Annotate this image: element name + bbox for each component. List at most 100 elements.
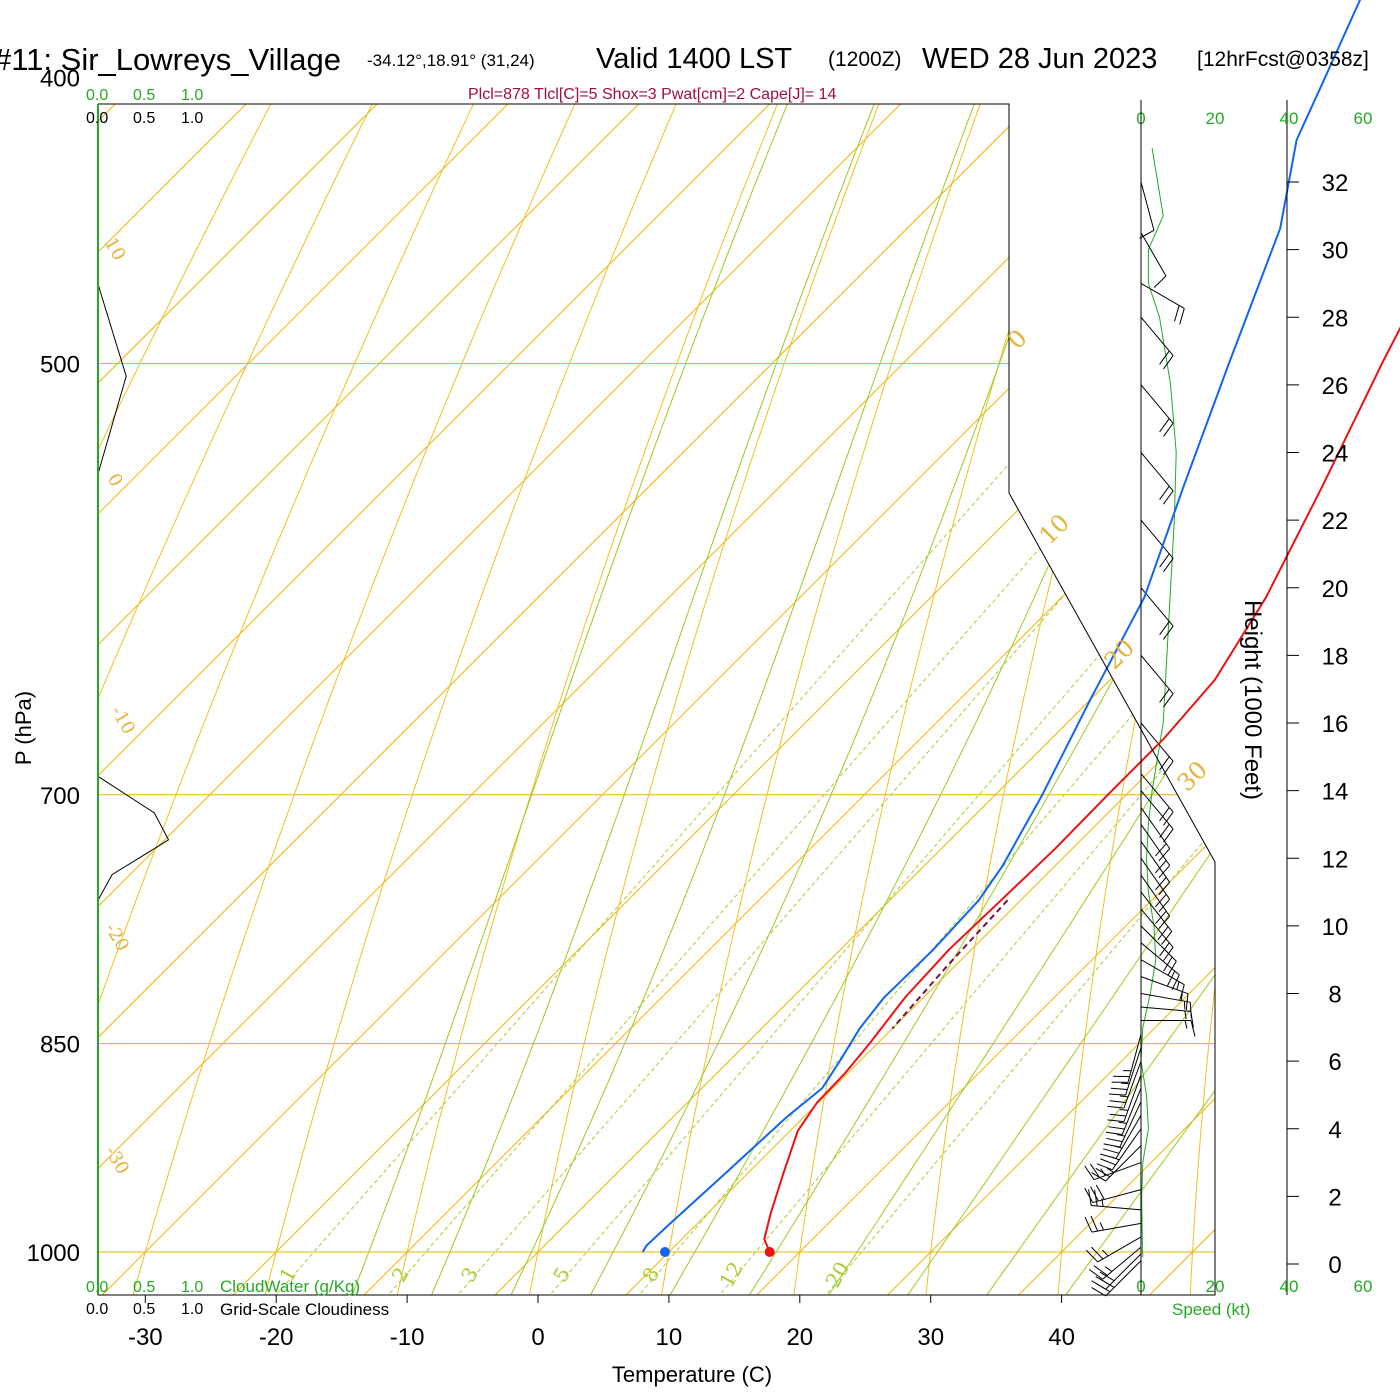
valid-time: Valid 1400 LST	[596, 43, 792, 75]
wind-barb-6	[1084, 1184, 1142, 1204]
mixing-ratio-8	[622, 104, 1215, 1295]
moist-adiabat--4	[422, 104, 1170, 1295]
barb-flag	[1179, 308, 1185, 325]
wind-barb-40	[1140, 283, 1185, 325]
isotherm--70	[98, 104, 1215, 1295]
wind-barb-36	[1140, 519, 1174, 573]
barb-staff	[1140, 959, 1185, 986]
barb-staff	[1140, 891, 1173, 932]
barb-staff	[1105, 1145, 1142, 1182]
cloudwater-label: CloudWater (g/Kg)	[220, 1277, 360, 1296]
isotherm-0	[475, 104, 1215, 1295]
barb-flag	[1155, 893, 1167, 908]
isotherm--110	[98, 104, 928, 1295]
barb-staff	[1140, 773, 1174, 813]
barb-staff	[1115, 1114, 1142, 1159]
barb-flag	[1159, 553, 1170, 568]
barb-flag	[1096, 1163, 1113, 1171]
barb-half	[1119, 1109, 1129, 1111]
barb-flag	[1163, 956, 1173, 972]
barb-staff	[1125, 1047, 1142, 1096]
pressure-tick-400: 400	[40, 65, 80, 92]
dry-adiabat-30	[923, 104, 1215, 1295]
barb-flag	[1109, 1113, 1127, 1117]
barb-staff	[1140, 181, 1155, 231]
mixing-ratio-label-20: 20	[821, 1257, 855, 1291]
wind-barb-17	[1141, 1020, 1196, 1037]
isotherm--80	[98, 104, 1215, 1295]
wind-barb-33	[1140, 722, 1174, 775]
barb-flag	[1158, 848, 1171, 862]
barb-flag	[1159, 942, 1170, 957]
barb-staff	[1140, 790, 1174, 830]
wind-barb-19	[1140, 993, 1192, 1019]
dry-adiabat--40	[98, 104, 823, 1295]
barb-flag	[1089, 1269, 1103, 1280]
wind-barb-8	[1091, 1145, 1142, 1182]
mixing-ratio-label-8: 8	[637, 1263, 664, 1286]
height-tick-4: 4	[1328, 1117, 1341, 1144]
moist-adiabat-32	[893, 104, 1215, 1295]
barb-flag	[1090, 1163, 1101, 1178]
barb-flag	[1163, 558, 1174, 573]
barb-half	[1120, 1082, 1130, 1085]
barb-flag	[1084, 1187, 1094, 1203]
dry-adiabat-label--20: -20	[100, 919, 133, 955]
cloud-tick-top-0: 0.0	[86, 110, 108, 127]
barb-staff	[1140, 908, 1174, 948]
isotherm--50	[98, 104, 1215, 1295]
height-tick-0: 0	[1328, 1252, 1341, 1279]
plot-frame	[97, 103, 1216, 1296]
barb-staff	[1119, 1101, 1142, 1148]
temp-tick-0: 0	[531, 1324, 544, 1351]
dry-adiabat-10	[657, 104, 1215, 1295]
temp-tick--10: -10	[390, 1324, 425, 1351]
barb-flag	[1095, 1276, 1111, 1286]
barb-flag	[1159, 418, 1170, 433]
moist-adiabat-20	[736, 104, 1215, 1295]
barb-staff	[1105, 1260, 1142, 1297]
barb-flag	[1095, 1184, 1105, 1200]
utc-time: (1200Z)	[828, 48, 902, 71]
isotherm--150	[98, 104, 405, 1295]
isotherm-label-20: 20	[1099, 634, 1140, 675]
moist-adiabat--10	[344, 104, 1095, 1295]
height-tick-6: 6	[1328, 1049, 1341, 1076]
dry-adiabat--50	[98, 104, 736, 1295]
wind-barb-11	[1103, 1101, 1142, 1148]
dry-adiabat--30	[126, 104, 910, 1295]
barb-flag	[1090, 1215, 1099, 1232]
barb-flag	[1185, 993, 1189, 1011]
temp-tick--20: -20	[259, 1324, 294, 1351]
barb-flag	[1155, 860, 1167, 874]
wind-barb-38	[1140, 384, 1174, 437]
barb-flag	[1158, 865, 1171, 879]
pressure-tick-1000: 1000	[27, 1240, 80, 1267]
barb-staff	[1123, 1074, 1142, 1122]
barb-flag	[1161, 931, 1173, 945]
isotherm--60	[98, 104, 1215, 1295]
mixing-ratio-1	[258, 104, 1215, 1295]
surface-dewpoint-dot	[659, 1247, 670, 1257]
barb-flag	[1108, 1126, 1125, 1130]
wind-barb-4	[1084, 1215, 1142, 1233]
barb-flag	[1099, 1271, 1115, 1282]
moist-adiabat-26	[815, 104, 1215, 1295]
height-tick-22: 22	[1322, 508, 1349, 535]
moist-adiabat-44	[1050, 104, 1215, 1295]
barb-flag	[1158, 881, 1171, 896]
moist-adiabat-8	[579, 104, 1215, 1295]
barb-flag	[1155, 877, 1167, 891]
dry-adiabat-50	[1188, 104, 1215, 1295]
station-coords: -34.12°,18.91° (31,24)	[367, 51, 535, 70]
valid-date: WED 28 Jun 2023	[922, 43, 1157, 75]
barb-flag	[1153, 275, 1167, 288]
height-tick-8: 8	[1328, 982, 1341, 1009]
wind-speed-line	[1140, 148, 1177, 1258]
isotherm--40	[98, 104, 1215, 1295]
wind-barb-26	[1140, 874, 1171, 929]
cw-tick-bottom-1: 0.5	[133, 1279, 155, 1296]
barb-flag	[1163, 490, 1174, 505]
isotherm-30	[867, 104, 1215, 1295]
barb-flag	[1110, 1087, 1128, 1090]
